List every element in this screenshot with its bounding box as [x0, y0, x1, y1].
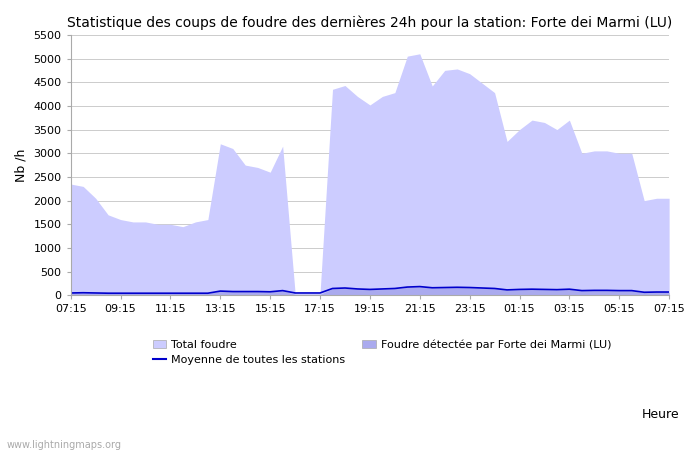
Text: Heure: Heure — [641, 408, 679, 421]
Title: Statistique des coups de foudre des dernières 24h pour la station: Forte dei Mar: Statistique des coups de foudre des dern… — [67, 15, 673, 30]
Y-axis label: Nb /h: Nb /h — [15, 148, 28, 182]
Text: www.lightningmaps.org: www.lightningmaps.org — [7, 440, 122, 450]
Legend: Total foudre, Moyenne de toutes les stations, Foudre détectée par Forte dei Marm: Total foudre, Moyenne de toutes les stat… — [148, 335, 616, 370]
